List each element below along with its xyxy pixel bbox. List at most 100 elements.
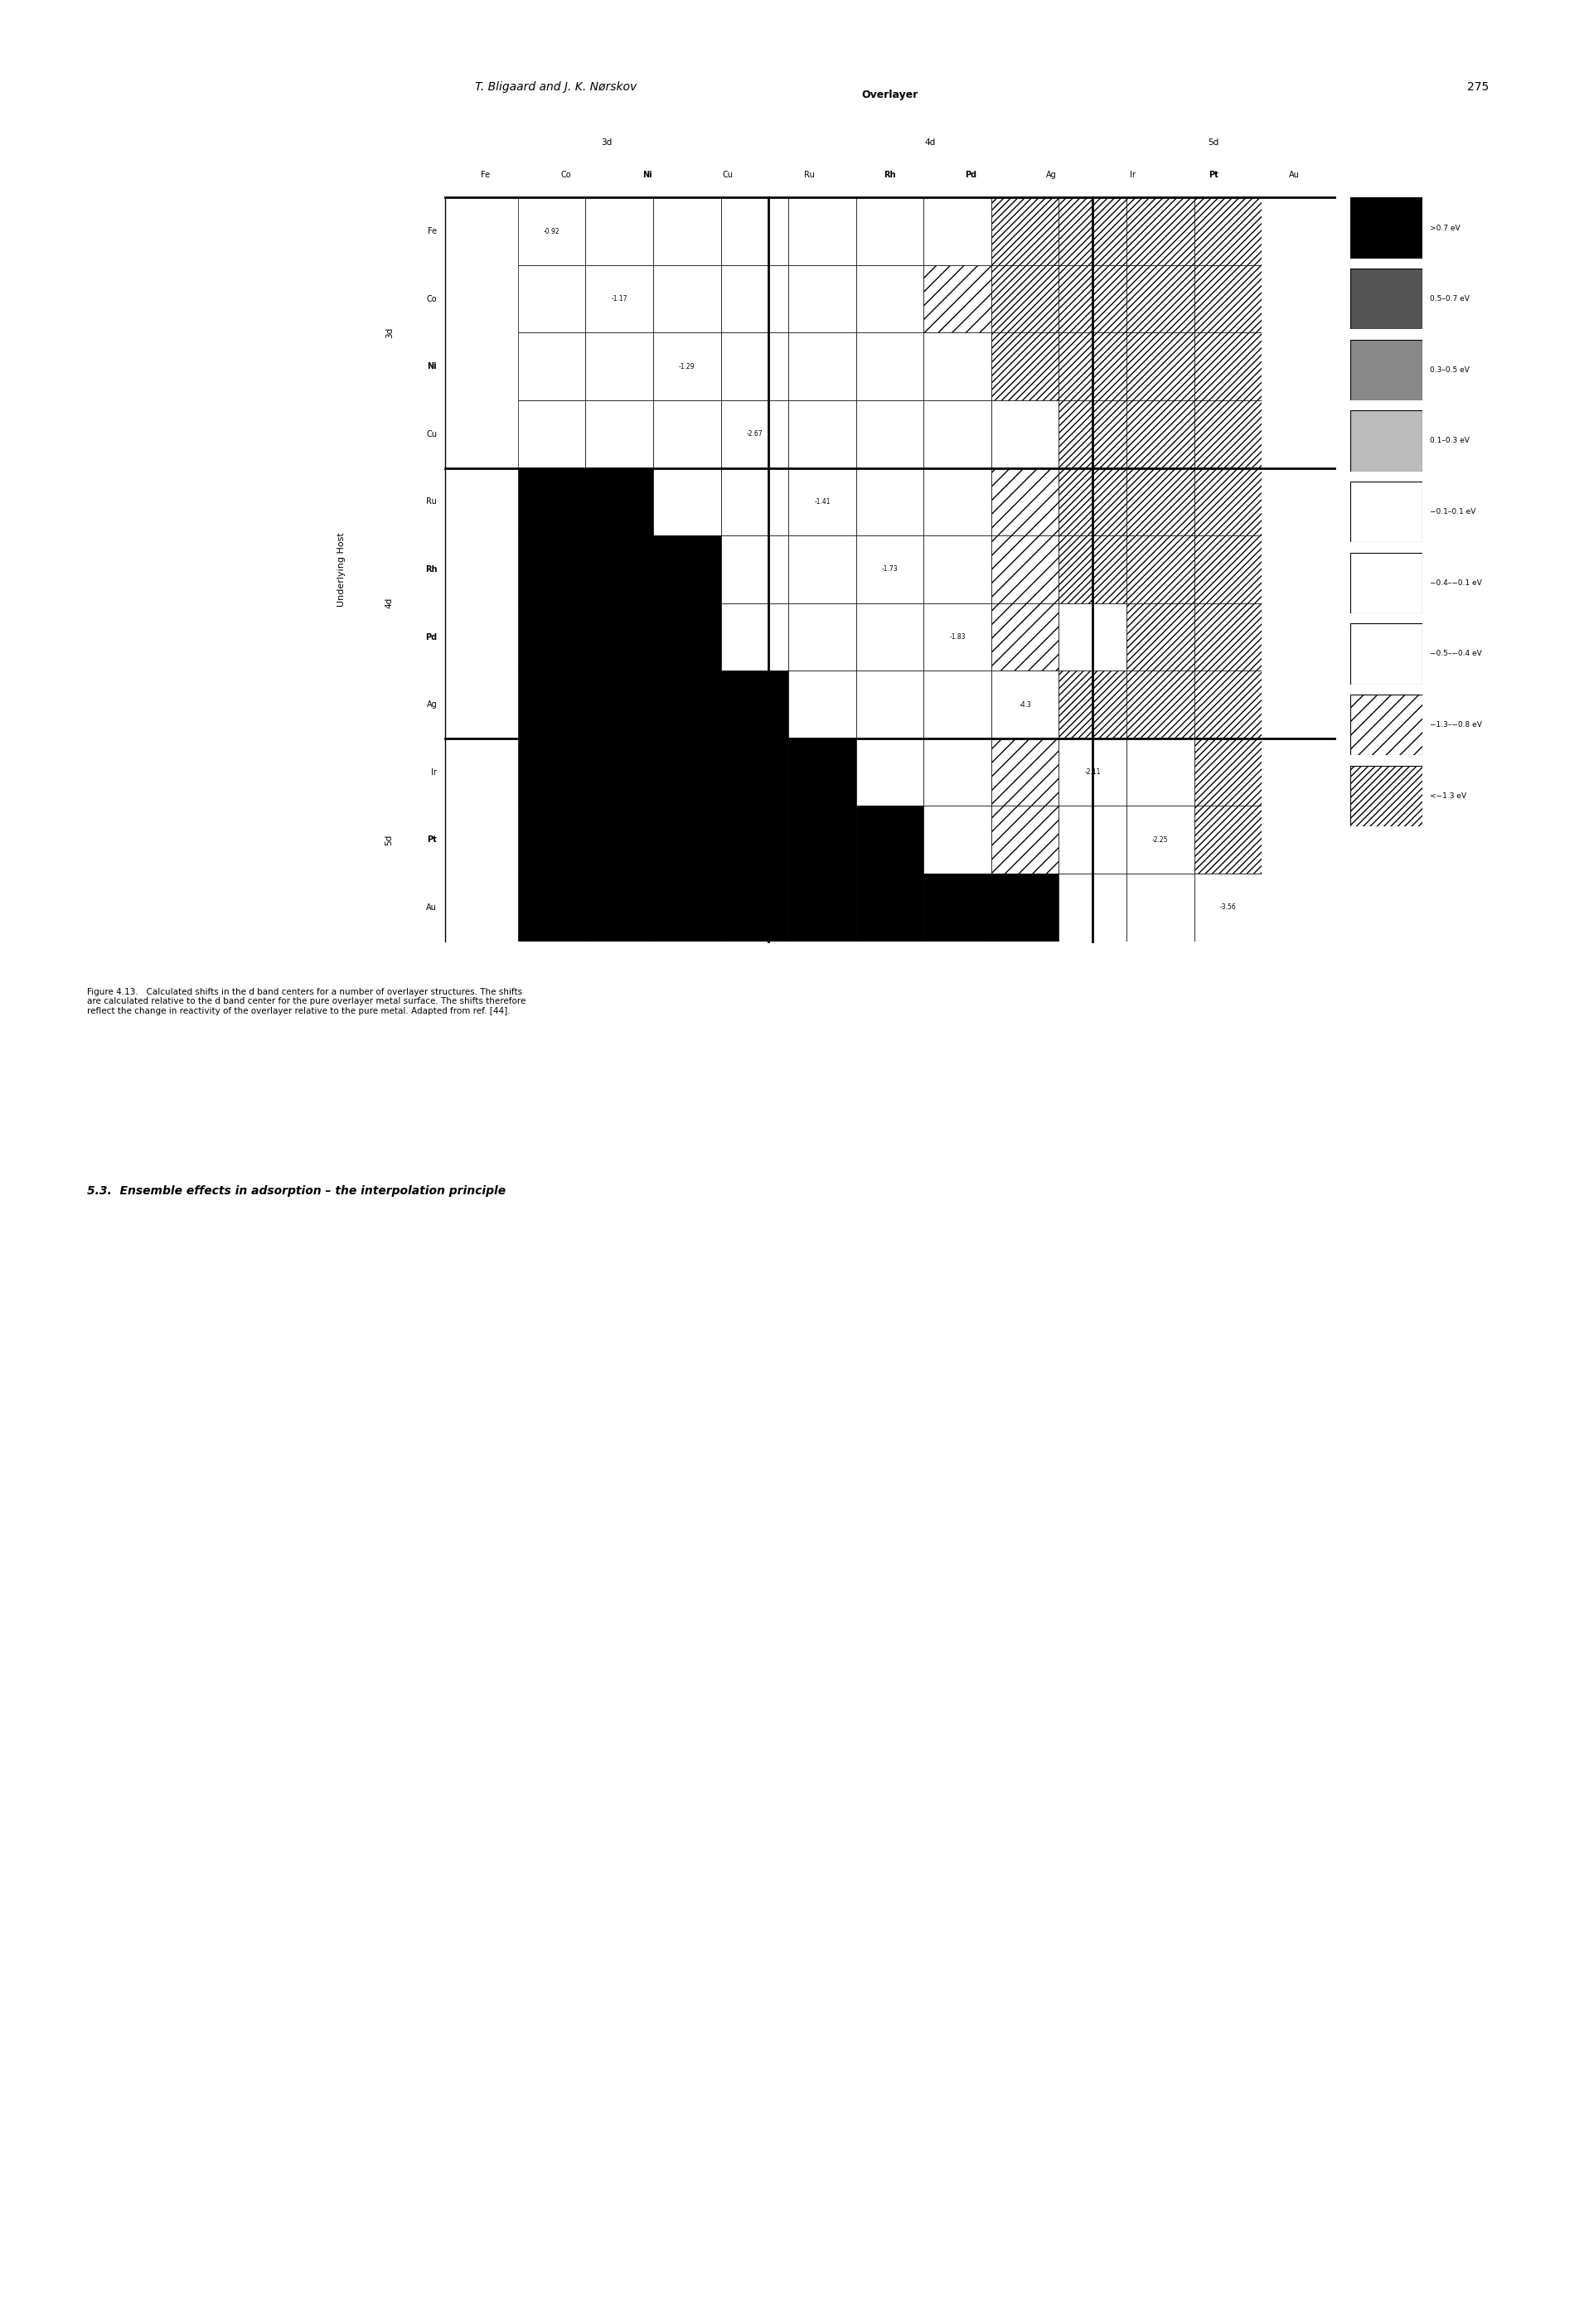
Bar [721, 604, 788, 672]
Bar [856, 672, 923, 739]
Bar [856, 400, 923, 467]
Text: -4.3: -4.3 [1019, 702, 1031, 709]
Bar [856, 604, 923, 672]
Text: 5.3.  Ensemble effects in adsorption – the interpolation principle: 5.3. Ensemble effects in adsorption – th… [87, 1185, 505, 1197]
Bar [1193, 874, 1262, 941]
Bar [586, 874, 653, 941]
Bar [1058, 739, 1127, 806]
Text: Ru: Ru [804, 170, 814, 179]
Bar [518, 332, 586, 400]
Bar [653, 535, 721, 604]
Bar [923, 739, 992, 806]
Bar [992, 739, 1058, 806]
Bar [856, 265, 923, 332]
Bar [1127, 400, 1193, 467]
Text: 3d: 3d [601, 137, 612, 146]
Text: Fe: Fe [427, 228, 437, 235]
Text: 5d: 5d [1208, 137, 1219, 146]
Bar [923, 874, 992, 941]
Bar [788, 535, 856, 604]
Bar [1193, 535, 1262, 604]
Bar [1193, 265, 1262, 332]
Bar [923, 535, 992, 604]
Text: 0.5–0.7 eV: 0.5–0.7 eV [1430, 295, 1470, 302]
Text: Pt: Pt [427, 837, 437, 844]
Bar [721, 400, 788, 467]
Bar [1193, 672, 1262, 739]
Bar [721, 265, 788, 332]
Text: Fe: Fe [481, 170, 489, 179]
Bar [992, 332, 1058, 400]
Text: 4d: 4d [925, 137, 936, 146]
Bar [992, 400, 1058, 467]
Bar [788, 874, 856, 941]
Bar [721, 806, 788, 874]
Text: -2.25: -2.25 [1152, 837, 1168, 844]
Bar [653, 400, 721, 467]
Text: 5d: 5d [385, 834, 394, 846]
Bar [856, 467, 923, 535]
Bar [788, 400, 856, 467]
Bar [586, 467, 653, 535]
Bar [923, 672, 992, 739]
Text: 0.3–0.5 eV: 0.3–0.5 eV [1430, 367, 1470, 374]
Bar [856, 739, 923, 806]
Text: Au: Au [1289, 170, 1300, 179]
Bar [788, 265, 856, 332]
Bar [992, 467, 1058, 535]
Bar [992, 265, 1058, 332]
Bar [1127, 604, 1193, 672]
Text: Ru: Ru [426, 497, 437, 507]
Bar [1058, 400, 1127, 467]
Bar [992, 198, 1058, 265]
Text: Pd: Pd [965, 170, 977, 179]
Bar [1058, 535, 1127, 604]
Bar [1193, 604, 1262, 672]
Bar [721, 198, 788, 265]
Bar [1058, 198, 1127, 265]
Bar [721, 739, 788, 806]
Bar [1127, 467, 1193, 535]
Bar [788, 332, 856, 400]
Bar [518, 467, 586, 535]
Bar [788, 198, 856, 265]
Bar [1127, 332, 1193, 400]
Text: -1.41: -1.41 [814, 497, 831, 507]
Text: Ir: Ir [431, 767, 437, 776]
Bar [788, 672, 856, 739]
Bar [856, 806, 923, 874]
Text: >0.7 eV: >0.7 eV [1430, 223, 1460, 232]
Bar [721, 672, 788, 739]
Bar [653, 874, 721, 941]
Text: −1.3–−0.8 eV: −1.3–−0.8 eV [1430, 720, 1483, 730]
Bar [721, 332, 788, 400]
Text: Figure 4.13.   Calculated shifts in the d band centers for a number of overlayer: Figure 4.13. Calculated shifts in the d … [87, 988, 526, 1016]
Bar [1058, 604, 1127, 672]
Bar [518, 672, 586, 739]
Text: -0.92: -0.92 [543, 228, 559, 235]
Bar [856, 874, 923, 941]
Bar [1058, 672, 1127, 739]
Bar [518, 604, 586, 672]
Bar [518, 265, 586, 332]
Bar [923, 265, 992, 332]
Bar [1193, 198, 1262, 265]
Bar [518, 874, 586, 941]
Bar [992, 806, 1058, 874]
Text: <−1.3 eV: <−1.3 eV [1430, 792, 1467, 799]
Bar [586, 672, 653, 739]
Text: Ni: Ni [427, 363, 437, 372]
Bar [653, 265, 721, 332]
Bar [923, 198, 992, 265]
Bar [518, 535, 586, 604]
Text: Pd: Pd [426, 632, 437, 641]
Text: Au: Au [426, 904, 437, 911]
Bar [586, 604, 653, 672]
Bar [518, 806, 586, 874]
Bar [788, 806, 856, 874]
Bar [992, 535, 1058, 604]
Text: Rh: Rh [424, 565, 437, 574]
Bar [856, 535, 923, 604]
Bar [653, 604, 721, 672]
Text: Cu: Cu [426, 430, 437, 439]
